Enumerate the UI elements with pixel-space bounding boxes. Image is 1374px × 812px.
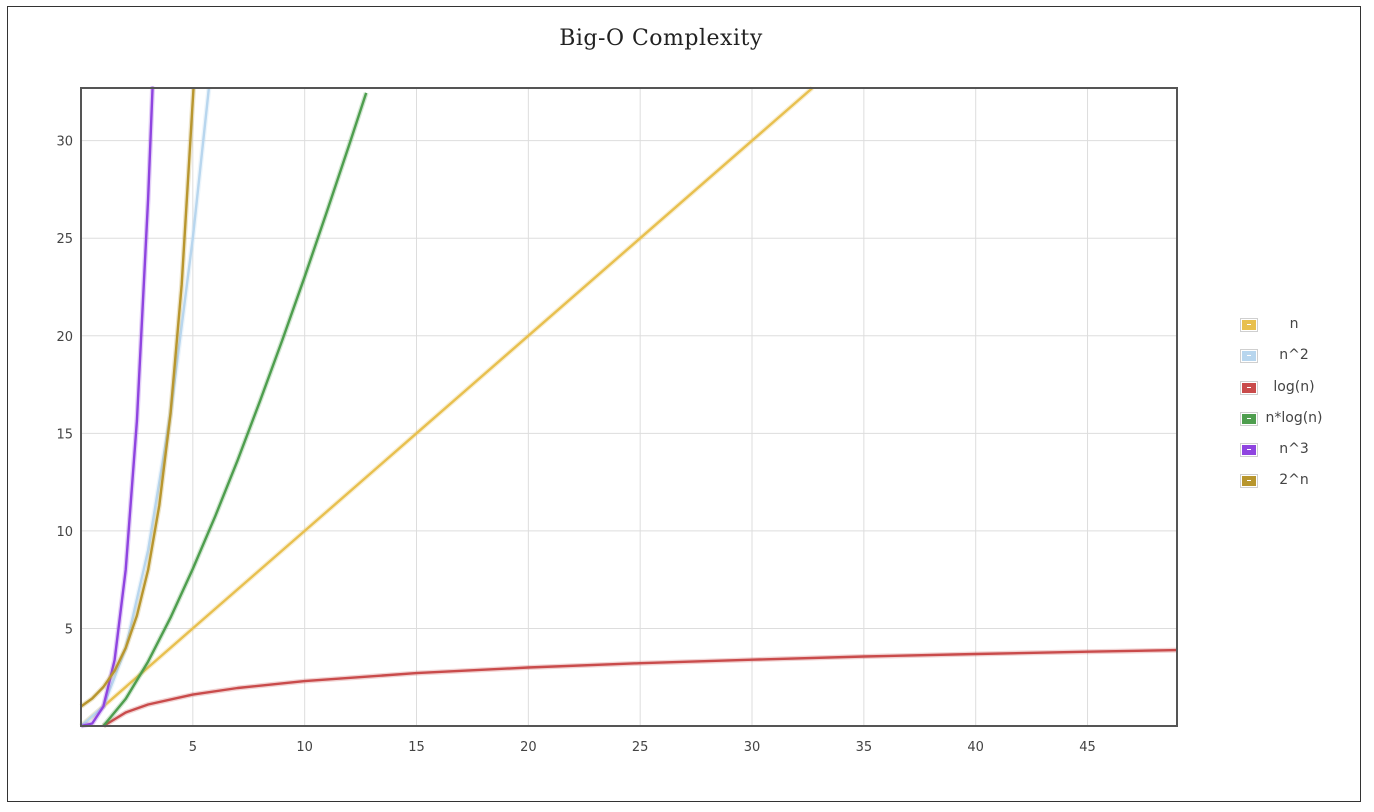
legend-label: n*log(n) (1265, 409, 1323, 426)
x-axis-ticks: 5 10 15 20 25 30 35 40 45 (189, 740, 1096, 755)
y-tick-label: 25 (56, 232, 73, 247)
legend-label: 2^n (1279, 472, 1309, 489)
series-line (80, 87, 814, 727)
y-axis-ticks: 5 10 15 20 25 30 (56, 135, 73, 638)
series-line (80, 86, 154, 728)
legend-item[interactable]: n^3 (1240, 441, 1340, 472)
x-tick-label: 40 (967, 740, 984, 755)
series-line (80, 88, 195, 708)
y-tick-label: 5 (65, 622, 73, 637)
x-tick-label: 30 (744, 740, 761, 755)
chart-title: Big-O Complexity (559, 26, 763, 51)
legend-item[interactable]: 2^n (1240, 472, 1340, 503)
series-line-shadow (80, 86, 156, 729)
series-lines (79, 86, 1178, 729)
y-tick-label: 10 (56, 525, 73, 540)
plot-border (80, 87, 1178, 727)
legend-label: n^2 (1279, 347, 1309, 364)
chart-frame (7, 6, 1361, 802)
x-tick-label: 45 (1079, 740, 1096, 755)
legend: n n^2 log(n) n*log(n) n^3 2^n (1240, 316, 1340, 504)
x-tick-label: 10 (296, 740, 313, 755)
x-tick-label: 25 (632, 740, 649, 755)
x-tick-label: 5 (189, 740, 197, 755)
x-tick-label: 15 (408, 740, 425, 755)
legend-swatch (1240, 349, 1258, 364)
series-line-shadow (101, 92, 369, 728)
y-tick-label: 15 (56, 427, 73, 442)
legend-swatch (1240, 474, 1258, 489)
legend-item[interactable]: n (1240, 316, 1340, 347)
x-tick-label: 35 (856, 740, 873, 755)
legend-item[interactable]: n^2 (1240, 347, 1340, 378)
legend-label: n^3 (1279, 441, 1309, 458)
legend-item[interactable]: n*log(n) (1240, 410, 1340, 441)
legend-label: n (1289, 316, 1299, 332)
y-tick-label: 20 (56, 330, 73, 345)
legend-swatch (1240, 318, 1258, 332)
legend-swatch (1240, 411, 1258, 426)
x-tick-label: 20 (520, 740, 537, 755)
legend-item[interactable]: log(n) (1240, 379, 1340, 410)
series-line (102, 648, 1178, 728)
grid-lines (81, 88, 1177, 726)
series-line (102, 92, 368, 727)
legend-swatch (1240, 443, 1258, 458)
y-tick-label: 30 (56, 135, 73, 150)
legend-label: log(n) (1273, 378, 1315, 395)
legend-swatch (1240, 380, 1258, 395)
